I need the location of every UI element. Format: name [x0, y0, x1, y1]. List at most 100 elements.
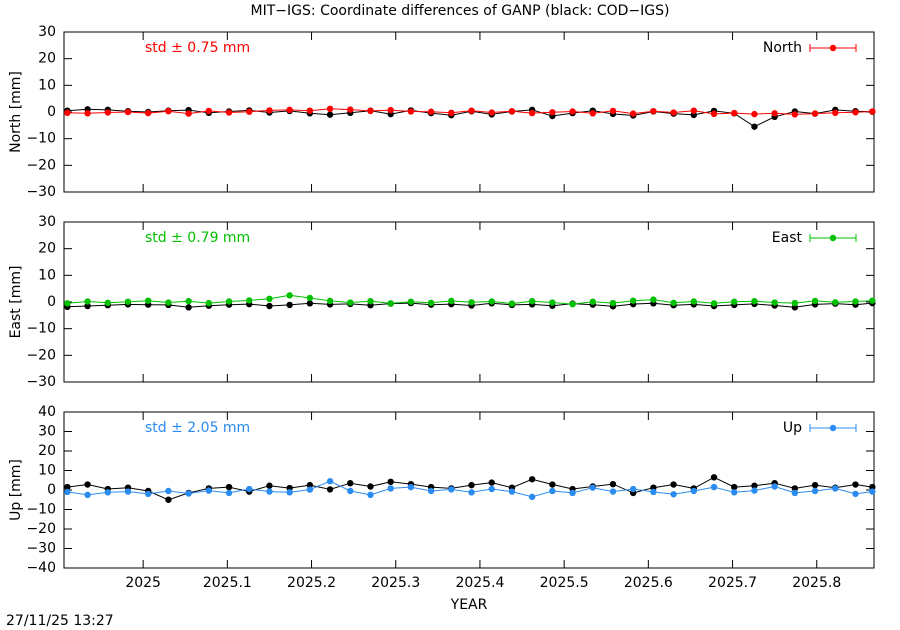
data-point	[609, 480, 617, 488]
y-tick-label: 10	[38, 77, 56, 93]
data-point	[165, 299, 172, 306]
data-point	[427, 108, 435, 115]
data-point	[589, 484, 596, 491]
data-point	[569, 489, 576, 497]
data-point	[286, 301, 293, 309]
data-point	[869, 483, 876, 491]
data-point	[64, 483, 71, 491]
y-tick-label: −20	[26, 157, 56, 173]
data-point	[811, 481, 819, 489]
data-point	[549, 299, 556, 306]
data-point	[771, 110, 778, 117]
legend-marker	[829, 234, 837, 242]
data-point	[225, 483, 233, 491]
data-point	[650, 296, 657, 303]
data-point	[205, 487, 213, 494]
data-point	[84, 481, 91, 488]
data-point	[64, 488, 71, 496]
data-point	[609, 299, 617, 307]
y-tick-label: −10	[26, 321, 56, 337]
data-point	[589, 110, 596, 117]
x-tick-label: 2025.3	[371, 575, 420, 591]
data-point	[811, 487, 819, 495]
chart-title: MIT−IGS: Coordinate differences of GANP …	[251, 3, 670, 19]
data-point	[468, 489, 475, 496]
data-point	[205, 299, 213, 307]
data-point	[347, 479, 354, 487]
data-point	[609, 107, 617, 115]
data-point	[508, 300, 516, 307]
data-point	[347, 487, 354, 495]
data-point	[650, 488, 657, 496]
data-point	[306, 107, 314, 114]
data-point	[710, 483, 718, 491]
data-point	[549, 487, 556, 495]
data-point	[266, 107, 273, 114]
data-point	[751, 123, 758, 130]
data-point	[246, 297, 253, 304]
data-point	[427, 299, 435, 306]
data-point	[629, 297, 637, 304]
data-point	[731, 483, 738, 491]
data-point	[347, 106, 354, 113]
data-point	[751, 487, 758, 494]
y-tick-label: −30	[26, 374, 56, 390]
data-point	[165, 108, 172, 115]
data-point	[690, 487, 698, 495]
data-point	[407, 108, 415, 115]
data-point	[266, 482, 273, 489]
data-point	[528, 493, 536, 501]
data-point	[165, 487, 172, 495]
y-tick-label: 10	[38, 463, 56, 479]
std-annotation: std ± 0.75 mm	[145, 40, 250, 56]
data-point	[832, 299, 839, 306]
data-point	[124, 108, 132, 116]
data-point	[869, 108, 876, 115]
data-point	[225, 109, 233, 116]
data-point	[528, 476, 536, 483]
data-point	[185, 298, 192, 305]
legend-marker	[829, 44, 837, 52]
data-point	[266, 488, 273, 495]
y-tick-label: 30	[38, 24, 56, 40]
data-point	[852, 481, 859, 488]
data-point	[771, 299, 778, 306]
data-point	[791, 485, 799, 492]
data-point	[185, 490, 192, 497]
data-point	[367, 107, 374, 115]
data-point	[832, 109, 839, 117]
y-tick-label: 20	[38, 443, 56, 459]
data-point	[306, 486, 314, 493]
y-tick-label: −30	[26, 184, 56, 200]
data-point	[468, 299, 475, 306]
y-axis-label: North [mm]	[8, 71, 24, 153]
data-point	[326, 105, 334, 113]
data-point	[84, 298, 91, 305]
x-tick-label: 2025.8	[792, 575, 841, 591]
legend-label: Up	[783, 420, 802, 436]
data-point	[286, 106, 293, 114]
data-point	[326, 111, 334, 118]
y-axis-label: Up [mm]	[8, 459, 24, 521]
data-point	[468, 107, 475, 114]
data-point	[266, 295, 273, 302]
data-point	[407, 483, 415, 491]
data-point	[852, 490, 859, 498]
data-point	[731, 489, 738, 496]
data-point	[387, 478, 394, 486]
data-point	[144, 109, 152, 117]
data-point	[266, 302, 273, 310]
data-point	[104, 109, 111, 116]
data-point	[387, 485, 394, 492]
data-point	[670, 481, 677, 488]
y-tick-label: 30	[38, 214, 56, 230]
x-axis-label: YEAR	[450, 597, 488, 613]
x-tick-label: 2025.2	[287, 575, 336, 591]
data-point	[832, 485, 839, 492]
data-point	[64, 109, 71, 117]
data-point	[104, 489, 111, 496]
y-tick-label: 20	[38, 241, 56, 257]
data-point	[731, 109, 738, 117]
data-point	[84, 110, 91, 117]
x-tick-label: 2025.6	[624, 575, 673, 591]
